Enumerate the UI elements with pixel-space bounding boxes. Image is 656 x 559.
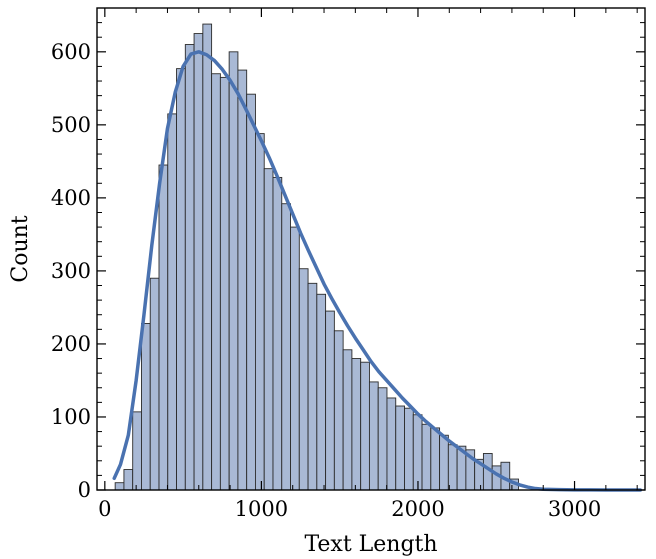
histogram-bar	[167, 113, 177, 491]
x-tick-label: 3000	[548, 497, 601, 521]
y-tick-label: 0	[78, 478, 91, 502]
histogram-bar	[421, 423, 432, 491]
histogram-bar	[290, 226, 300, 491]
histogram-bar	[430, 427, 441, 491]
histogram-bar	[132, 411, 142, 491]
histogram-bar	[491, 465, 502, 491]
histogram-bars	[114, 23, 519, 491]
histogram-bar	[325, 310, 335, 491]
histogram-bar	[202, 23, 213, 491]
histogram-bar	[246, 93, 256, 491]
plot-frame	[96, 7, 646, 491]
histogram-bar	[254, 133, 265, 491]
histogram-bar	[447, 444, 458, 491]
histogram-bar	[114, 482, 125, 491]
y-tick-label: 300	[51, 259, 91, 283]
histogram-bar	[342, 349, 353, 491]
y-tick-label: 500	[51, 113, 91, 137]
histogram-bar	[439, 434, 449, 491]
x-tick-label: 0	[98, 497, 111, 521]
y-tick-label: 600	[51, 40, 91, 64]
histogram-bar	[219, 76, 230, 491]
histogram-bar	[360, 361, 370, 491]
histogram-bar	[237, 69, 248, 491]
histogram-bar	[412, 414, 423, 491]
histogram-bar	[228, 51, 239, 491]
y-tick-label: 100	[51, 405, 91, 429]
histogram-bar	[281, 203, 291, 491]
x-tick-label: 2000	[391, 497, 444, 521]
histogram-bar	[368, 381, 379, 491]
histogram-bar	[351, 358, 362, 491]
histogram-bar	[386, 397, 397, 491]
y-tick-label: 400	[51, 186, 91, 210]
kde-density-line	[112, 50, 643, 492]
histogram-bar	[184, 44, 195, 491]
histogram-bar	[316, 293, 327, 491]
axis-tick-labels: 0 1000 2000 3000 0 100 200 300 400 500 600	[51, 40, 601, 521]
x-axis-title: Text Length	[304, 532, 437, 557]
histogram-bar	[193, 33, 204, 491]
histogram-bar	[123, 469, 134, 491]
x-tick-label: 1000	[235, 497, 288, 521]
histogram-bar	[158, 164, 169, 491]
histogram-bar	[298, 268, 309, 491]
histogram-bar	[377, 387, 388, 491]
histogram-bar	[395, 405, 405, 491]
histogram-bar	[263, 168, 274, 491]
histogram-bar	[333, 330, 344, 491]
histogram-bar	[176, 68, 186, 491]
histogram-bar	[307, 282, 318, 491]
histogram-bar	[149, 277, 160, 491]
histogram-bar	[141, 323, 151, 491]
histogram-bar	[404, 407, 414, 491]
histogram-bar	[211, 73, 221, 491]
histogram-bar	[272, 176, 283, 491]
axis-ticks	[97, 8, 645, 491]
y-tick-label: 200	[51, 332, 91, 356]
y-axis-title: Count	[8, 215, 33, 282]
